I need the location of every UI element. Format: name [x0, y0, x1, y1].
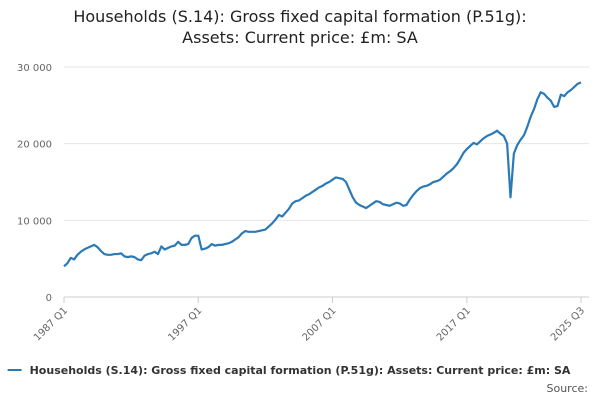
y-tick-label: 20 000	[17, 140, 52, 151]
x-tick-label: 1997 Q1	[166, 305, 204, 343]
y-tick-label: 10 000	[17, 216, 52, 227]
legend-label: Households (S.14): Gross fixed capital f…	[30, 364, 571, 377]
y-tick-label: 0	[46, 293, 52, 304]
x-tick-label: 2017 Q1	[435, 305, 473, 343]
x-tick-label: 2007 Q1	[301, 305, 339, 343]
data-line	[63, 81, 582, 268]
x-tick-label: 2025 Q3	[549, 305, 587, 343]
source-label: Source:	[547, 382, 589, 395]
chart-title: Households (S.14): Gross fixed capital f…	[73, 7, 526, 26]
y-tick-label: 30 000	[17, 63, 52, 74]
x-tick-label: 1987 Q1	[32, 305, 70, 343]
chart-title: Assets: Current price: £m: SA	[182, 28, 418, 47]
